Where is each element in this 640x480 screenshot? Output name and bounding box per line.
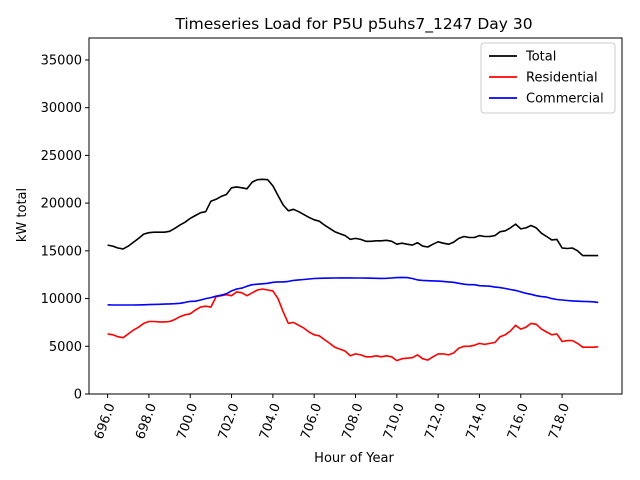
y-tick-label: 0: [74, 388, 82, 403]
y-tick-label: 35000: [41, 53, 82, 68]
y-tick-label: 5000: [49, 340, 82, 355]
y-tick-label: 15000: [41, 244, 82, 259]
series-line-total: [107, 178, 599, 257]
y-axis: 0 5000 10000 15000 20000 25000 30000 35000: [41, 53, 89, 403]
series-line-commercial: [107, 276, 599, 306]
y-tick-label: 30000: [41, 101, 82, 116]
x-axis-label: Hour of Year: [314, 451, 394, 466]
legend-label-total: Total: [525, 50, 556, 65]
y-tick-label: 25000: [41, 149, 82, 164]
legend-label-residential: Residential: [526, 71, 598, 86]
series-layer: [107, 178, 599, 362]
chart-title: Timeseries Load for P5U p5uhs7_1247 Day …: [174, 15, 532, 34]
legend-label-commercial: Commercial: [526, 92, 604, 107]
y-tick-label: 10000: [41, 292, 82, 307]
y-tick-label: 20000: [41, 197, 82, 212]
series-line-residential: [107, 288, 599, 362]
legend-box: [480, 42, 616, 114]
y-axis-label: kW total: [15, 188, 30, 242]
legend: Total Residential Commercial: [480, 42, 616, 114]
